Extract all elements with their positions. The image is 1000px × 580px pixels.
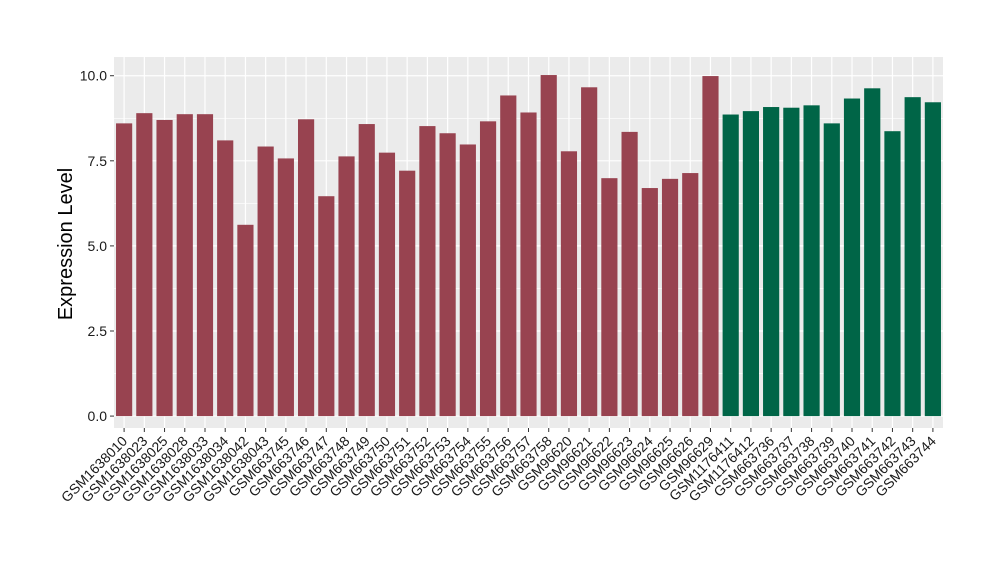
bar-GSM663739 [823,123,840,417]
x-axis: GSM1638010GSM1638023GSM1638025GSM1638028… [58,428,939,505]
y-axis: 0.0 2.5 5.0 7.5 10.0 [80,68,114,424]
bar-GSM1638025 [156,119,173,417]
y-tick-label: 10.0 [80,68,107,84]
bar-GSM663750 [378,152,396,417]
bar-GSM1638028 [176,114,193,417]
bar-GSM663752 [419,126,436,417]
bar-GSM663744 [924,102,941,417]
bar-GSM663741 [864,88,881,417]
bar-GSM663736 [763,107,780,417]
bar-GSM663753 [439,133,456,417]
bar-GSM663745 [277,158,294,417]
bar-GSM663747 [318,196,335,417]
bar-GSM663754 [459,144,476,417]
bar-GSM1638043 [257,146,274,417]
bar-GSM96629 [702,76,719,417]
y-tick-label: 7.5 [88,153,108,169]
bar-GSM96621 [581,87,598,417]
bar-GSM663758 [540,75,557,417]
bar-GSM96620 [560,151,578,417]
bar-GSM663755 [479,121,497,417]
bar-GSM663746 [297,119,315,417]
bar-GSM663737 [783,107,800,417]
bar-GSM96624 [641,188,658,417]
bars [116,75,941,417]
bar-GSM663738 [803,105,820,417]
y-tick-label: 2.5 [88,323,108,339]
bar-GSM96622 [601,178,618,417]
bar-GSM96623 [621,131,638,417]
bar-GSM1638034 [217,140,234,417]
bar-GSM663743 [904,97,921,417]
bar-GSM1638023 [136,113,153,417]
bar-GSM1638033 [196,114,214,417]
bar-GSM663757 [520,112,537,417]
bar-GSM663742 [884,131,901,417]
bar-GSM663749 [358,124,375,417]
bar-GSM663748 [338,156,355,417]
bar-GSM96626 [682,173,699,417]
bar-GSM1176411 [722,114,739,417]
bar-GSM1176412 [742,111,760,417]
y-tick-label: 0.0 [88,408,108,424]
bar-GSM1638042 [237,224,254,417]
y-tick-label: 5.0 [88,238,108,254]
bar-GSM663740 [843,98,861,417]
bar-GSM663756 [500,95,517,417]
bar-GSM96625 [661,178,679,417]
y-axis-title: Expression Level [55,168,77,320]
bar-GSM663751 [399,170,416,417]
bar-GSM1638010 [116,123,133,417]
